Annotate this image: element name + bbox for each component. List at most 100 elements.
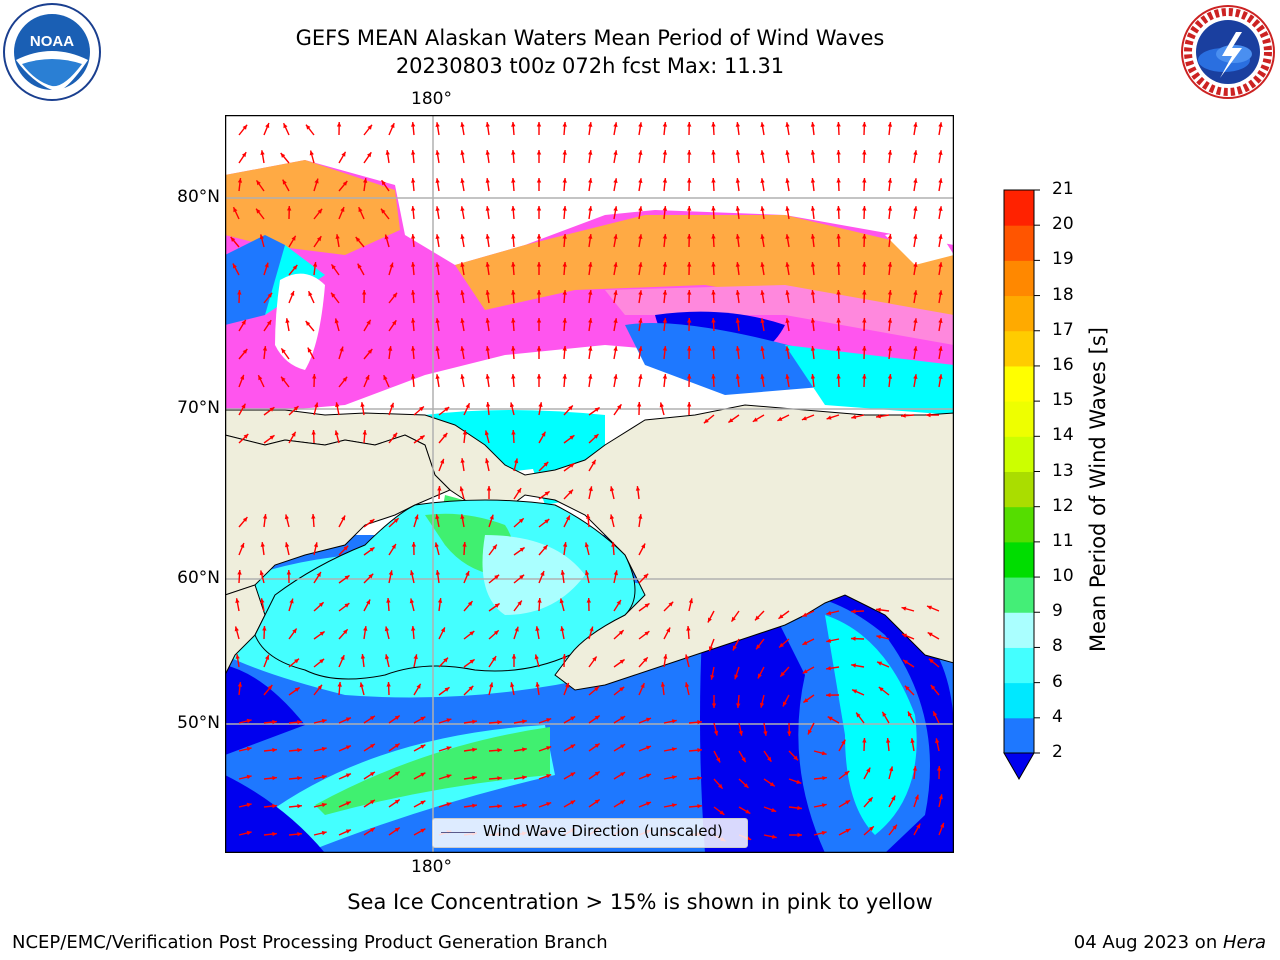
wind-arrow-head xyxy=(826,666,831,671)
wind-arrow-head xyxy=(435,318,440,323)
wind-arrow-head xyxy=(836,290,841,295)
wind-arrow-head xyxy=(862,346,867,351)
wind-arrow-head xyxy=(411,290,416,295)
wind-arrow-head xyxy=(309,150,314,156)
wind-arrow-head xyxy=(335,234,340,239)
wind-arrow-head xyxy=(541,431,546,437)
wind-arrow-head xyxy=(337,682,342,687)
wind-arrow-head xyxy=(281,376,286,382)
wind-arrow-head xyxy=(497,720,502,725)
wind-arrow-head xyxy=(281,348,286,354)
wind-arrow-head xyxy=(640,683,645,689)
wind-arrow-head xyxy=(643,573,649,579)
wind-arrow-head xyxy=(671,747,677,752)
wind-arrow-head xyxy=(862,150,867,155)
wind-arrow-head xyxy=(785,374,790,379)
wind-arrow-head xyxy=(269,407,275,412)
colorbar-tick-label: 21 xyxy=(1052,179,1074,199)
wind-arrow-head xyxy=(810,262,816,267)
wind-arrow-head xyxy=(785,262,790,267)
wind-arrow-head xyxy=(446,718,452,723)
wind-arrow-head xyxy=(290,291,295,296)
wind-arrow-head xyxy=(886,738,891,743)
wind-arrow-head xyxy=(588,290,593,295)
wind-arrow-head xyxy=(411,150,416,155)
wind-arrow-head xyxy=(467,601,473,606)
wind-arrow-head xyxy=(235,654,240,659)
wind-arrow-head xyxy=(511,262,516,267)
wind-arrow-head xyxy=(810,178,816,183)
wind-arrow-head xyxy=(638,374,643,379)
wind-arrow-head xyxy=(444,407,450,412)
wind-arrow-head xyxy=(345,717,351,722)
wind-arrow-head xyxy=(240,374,245,380)
wind-arrow-head xyxy=(460,262,465,267)
wind-arrow-head xyxy=(446,774,452,779)
wind-arrow-head xyxy=(321,774,327,780)
colorbar-segment xyxy=(1004,577,1034,613)
wind-arrow-head xyxy=(594,743,600,748)
wind-arrow-head xyxy=(785,122,790,127)
wind-arrow-head xyxy=(810,374,816,379)
wind-arrow-head xyxy=(312,262,318,267)
wind-arrow-head xyxy=(735,206,740,211)
colorbar-segment xyxy=(1004,225,1034,261)
wind-arrow-head xyxy=(697,776,702,781)
wind-arrow-head xyxy=(321,830,327,836)
wind-arrow-head xyxy=(560,570,565,575)
wind-arrow-head xyxy=(318,602,324,607)
wind-arrow-head xyxy=(687,122,692,127)
footer-date: 04 Aug 2023 on xyxy=(1073,932,1223,953)
wind-arrow-head xyxy=(738,730,743,736)
wind-arrow-head xyxy=(536,290,542,295)
wind-arrow-head xyxy=(411,262,416,267)
wind-arrow-head xyxy=(933,711,938,717)
wind-arrow-head xyxy=(369,519,375,524)
wind-arrow-head xyxy=(536,150,542,155)
wind-arrow-head xyxy=(876,414,881,419)
wind-arrow-head xyxy=(493,630,499,635)
wind-arrow-head xyxy=(460,290,465,295)
wind-arrow-head xyxy=(460,514,465,519)
wind-arrow-head xyxy=(285,318,290,323)
wind-arrow-head xyxy=(913,262,918,267)
wind-arrow-head xyxy=(797,832,802,838)
wind-arrow-head xyxy=(752,417,758,422)
wind-arrow-head xyxy=(267,292,273,298)
wind-arrow-head xyxy=(646,801,651,806)
wind-arrow-head xyxy=(494,574,500,580)
wind-arrow-head xyxy=(822,776,827,781)
wind-arrow-head xyxy=(494,603,500,608)
wind-arrow-head xyxy=(735,262,740,267)
wind-arrow-head xyxy=(641,543,646,549)
gridlines xyxy=(225,115,954,853)
wind-arrow-head xyxy=(485,318,490,323)
wind-arrow-head xyxy=(360,402,365,407)
wind-arrow-head xyxy=(687,206,692,211)
wind-arrow-head xyxy=(586,514,591,519)
wind-arrow-head xyxy=(308,291,313,297)
wind-arrow-head xyxy=(562,290,567,295)
wind-arrow-head xyxy=(620,800,626,805)
wind-arrow-head xyxy=(241,152,247,158)
wind-arrow-head xyxy=(836,234,841,239)
wind-arrow-head xyxy=(485,178,490,183)
wind-arrow-head xyxy=(435,122,440,127)
wind-arrow-head xyxy=(388,570,393,576)
wind-arrow-head xyxy=(259,570,264,576)
wind-arrow-head xyxy=(760,178,765,183)
wind-arrow-head xyxy=(913,150,918,155)
wind-arrow-head xyxy=(246,718,252,724)
wind-arrow-head xyxy=(793,755,798,761)
colorbar-tick-label: 4 xyxy=(1052,706,1063,727)
wind-arrow-head xyxy=(810,234,816,239)
wind-arrow-head xyxy=(258,375,263,381)
wind-arrow-head xyxy=(339,346,344,352)
wind-arrow-head xyxy=(420,716,426,721)
wind-arrow-head xyxy=(536,374,542,379)
wind-arrow-head xyxy=(485,122,490,127)
wind-arrow-head xyxy=(367,152,372,158)
colorbar-tick-label: 14 xyxy=(1052,425,1074,446)
wind-arrow-head xyxy=(387,346,393,351)
wind-arrow-head xyxy=(687,374,692,379)
